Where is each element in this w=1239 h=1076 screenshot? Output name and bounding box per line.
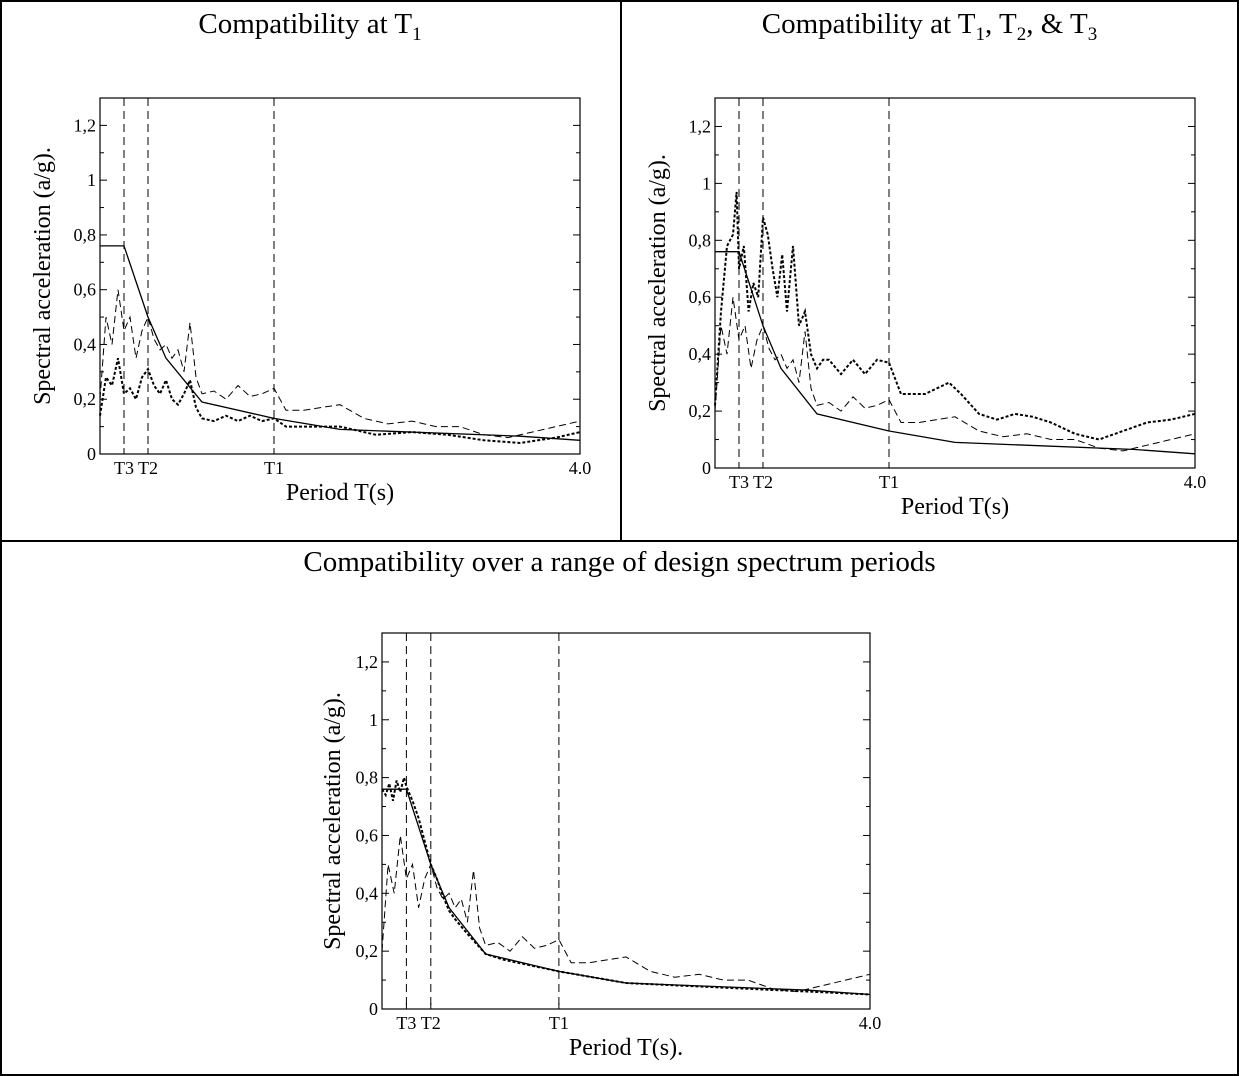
y-tick-label: 1 <box>87 170 96 190</box>
panel-title-1: Compatibility at T1 <box>198 8 422 45</box>
chart-2: 0 0,2 0,4 0,6 0,8 1 1,2 T3 T2 T1 4.0 Period T(s) Spe… <box>645 97 1207 520</box>
series-solid <box>715 251 1196 455</box>
x-axis-label: Period T(s) <box>901 494 1009 520</box>
series-dotted <box>99 357 581 445</box>
y-tick-label: 0,4 <box>356 883 379 903</box>
series-dashed <box>714 297 1196 452</box>
panel-title-3: Compatibility over a range of design spe… <box>303 546 936 578</box>
series-solid <box>100 245 581 441</box>
horizontal-divider <box>0 540 1239 542</box>
plot-frame <box>381 632 871 1010</box>
x-tick-label: T1 <box>264 458 284 478</box>
y-tick-label: 1 <box>369 710 378 730</box>
series-dashed <box>99 289 581 439</box>
y-tick-label: 0,2 <box>356 941 379 961</box>
x-tick-label: T2 <box>138 458 158 478</box>
y-tick-label: 1,2 <box>689 116 712 136</box>
y-tick-label: 0,8 <box>74 225 97 245</box>
y-tick-label: 1,2 <box>356 652 379 672</box>
chart-1: 0 0,2 0,4 0,6 0,8 1 1,2 T3 T2 T1 4.0 Period T(s) Spe… <box>30 97 592 506</box>
y-tick-label: 1 <box>702 173 711 193</box>
x-tick-label: T2 <box>421 1013 441 1033</box>
plot-frame <box>99 97 581 455</box>
panel-title-2: Compatibility at T1, T2, & T3 <box>761 8 1098 45</box>
y-tick-label: 0 <box>702 458 711 478</box>
y-tick-label: 0,6 <box>356 825 379 845</box>
x-axis-label: Period T(s) <box>286 480 394 506</box>
y-tick-label: 0,4 <box>74 334 97 354</box>
series-dashed <box>381 835 871 993</box>
y-tick-label: 0,8 <box>356 768 379 788</box>
x-tick-label: T1 <box>879 472 899 492</box>
chart-3: 0 0,2 0,4 0,6 0,8 1 1,2 T3 T2 T1 4.0 Period T(s). Sp… <box>320 632 882 1061</box>
vertical-divider <box>620 0 622 542</box>
x-tick-label: 4.0 <box>569 458 592 478</box>
y-tick-label: 0,4 <box>689 344 712 364</box>
y-tick-label: 0,2 <box>74 389 97 409</box>
plot-frame <box>714 97 1196 469</box>
x-tick-label: 4.0 <box>859 1013 882 1033</box>
x-tick-label: T3 <box>396 1013 416 1033</box>
y-tick-label: 0,8 <box>689 230 712 250</box>
x-tick-label: T1 <box>549 1013 569 1033</box>
series-solid <box>382 788 871 996</box>
y-tick-label: 0,6 <box>689 287 712 307</box>
y-axis-label: Spectral acceleration (a/g). <box>30 147 56 405</box>
y-tick-label: 0,6 <box>74 280 97 300</box>
x-tick-label: T3 <box>729 472 749 492</box>
y-tick-label: 1,2 <box>74 115 97 135</box>
y-axis-label: Spectral acceleration (a/g). <box>645 154 671 412</box>
x-tick-label: T2 <box>753 472 773 492</box>
x-axis-label: Period T(s). <box>569 1035 683 1061</box>
series-dotted <box>381 773 871 996</box>
y-tick-label: 0 <box>87 444 96 464</box>
x-tick-label: T3 <box>114 458 134 478</box>
series-dotted <box>714 191 1196 441</box>
y-tick-label: 0,2 <box>689 401 712 421</box>
x-tick-label: 4.0 <box>1184 472 1207 492</box>
y-axis-label: Spectral acceleration (a/g). <box>320 692 346 950</box>
y-tick-label: 0 <box>369 999 378 1019</box>
